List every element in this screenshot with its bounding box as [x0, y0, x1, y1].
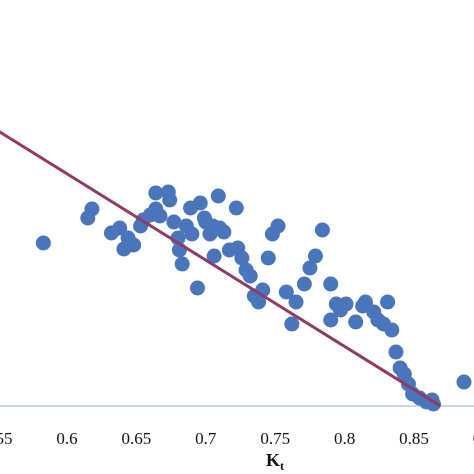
point [184, 226, 200, 242]
point [388, 344, 404, 360]
x-tick-label: 0.65 [122, 429, 152, 448]
point [323, 276, 339, 292]
point [216, 224, 232, 240]
point [302, 260, 318, 276]
point [228, 200, 244, 216]
point [357, 294, 373, 310]
point [323, 312, 339, 328]
x-tick-label: 0.8 [334, 429, 355, 448]
point [288, 294, 304, 310]
point [314, 222, 330, 238]
point [189, 280, 205, 296]
point [210, 188, 226, 204]
point [456, 374, 472, 390]
point [112, 220, 128, 236]
x-tick-label: 0.85 [399, 429, 429, 448]
x-tick-label: 0.55 [0, 429, 12, 448]
point [384, 322, 400, 338]
point [278, 284, 294, 300]
point [206, 248, 222, 264]
x-tick-label: 0.6 [56, 429, 77, 448]
point [338, 296, 354, 312]
point [35, 235, 51, 251]
x-label-main: K [266, 450, 280, 470]
trend-line [0, 130, 442, 408]
point [84, 201, 100, 217]
point [307, 248, 323, 264]
point [348, 314, 364, 330]
point [296, 276, 312, 292]
x-tick-label: 0.75 [260, 429, 290, 448]
x-axis-label: Kt [266, 450, 284, 473]
x-tick-label: 0.9 [473, 429, 474, 448]
point [162, 192, 178, 208]
point [260, 250, 276, 266]
point [251, 294, 267, 310]
point [166, 214, 182, 230]
point [270, 218, 286, 234]
x-label-sub: t [280, 459, 284, 473]
point [174, 256, 190, 272]
x-tick-label: 0.7 [195, 429, 217, 448]
point [192, 195, 208, 211]
point [126, 237, 142, 253]
point [148, 185, 164, 201]
point [242, 268, 258, 284]
point [380, 294, 396, 310]
point [152, 208, 168, 224]
point [284, 316, 300, 332]
point [234, 250, 250, 266]
